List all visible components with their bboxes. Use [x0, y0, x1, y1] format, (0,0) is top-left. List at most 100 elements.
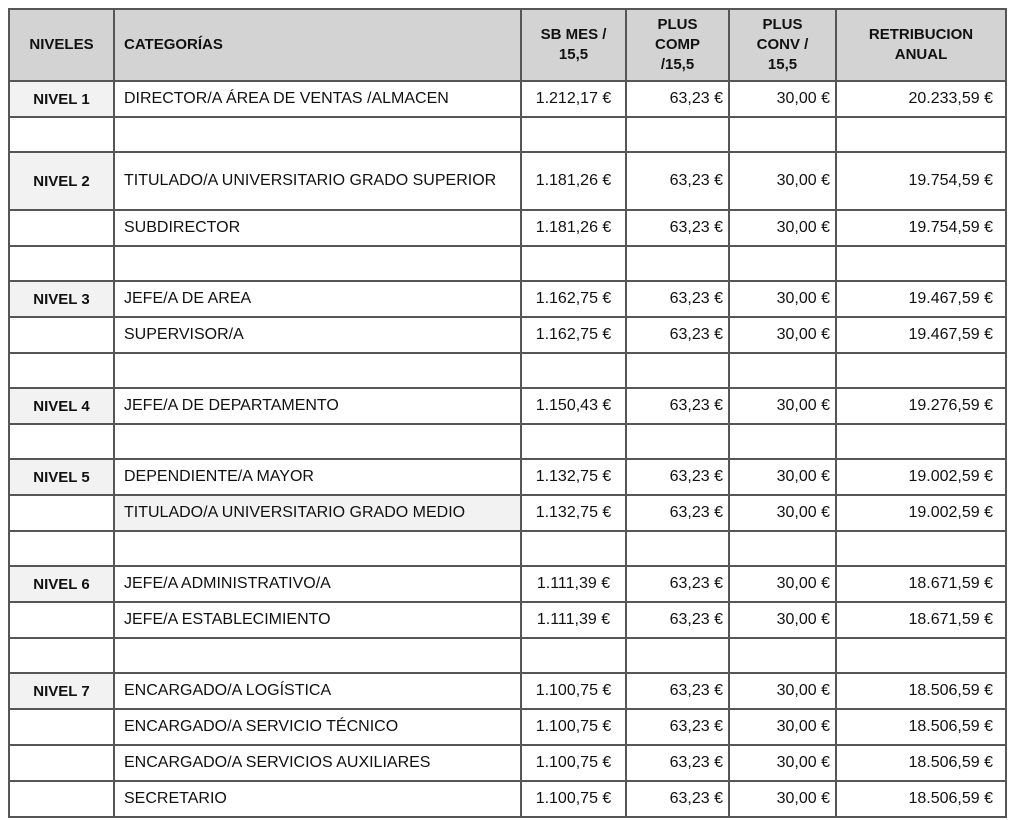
plus-comp-cell: 63,23 € [625, 744, 730, 782]
plus-conv-cell: 30,00 € [728, 316, 837, 354]
retribucion-cell: 18.671,59 € [835, 565, 1007, 603]
plus-conv-cell [728, 245, 837, 282]
spacer-row [8, 423, 1007, 460]
plus-conv-cell [728, 530, 837, 567]
level-cell [8, 116, 115, 153]
sb-mes-cell: 1.100,75 € [520, 672, 627, 710]
plus-conv-cell: 30,00 € [728, 280, 837, 318]
table-row: ENCARGADO/A SERVICIO TÉCNICO 1.100,75 €63… [8, 708, 1007, 746]
table-row: SECRETARIO 1.100,75 €63,23 €30,00 €18.506… [8, 780, 1007, 818]
plus-conv-cell [728, 352, 837, 389]
retribucion-cell: 19.002,59 € [835, 494, 1007, 532]
table-row: NIVEL 6 JEFE/A ADMINISTRATIVO/A 1.111,39 €… [8, 565, 1007, 603]
category-cell: SUBDIRECTOR [113, 209, 522, 247]
sb-mes-cell: 1.111,39 € [520, 565, 627, 603]
plus-comp-cell: 63,23 € [625, 80, 730, 118]
plus-conv-cell: 30,00 € [728, 494, 837, 532]
sb-mes-cell: 1.100,75 € [520, 708, 627, 746]
plus-comp-cell [625, 352, 730, 389]
category-cell: DIRECTOR/A ÁREA DE VENTAS /ALMACEN [113, 80, 522, 118]
header-sb-mes: SB MES / 15,5 [520, 8, 627, 82]
retribucion-cell: 19.754,59 € [835, 209, 1007, 247]
spacer-row [8, 637, 1007, 674]
plus-conv-cell: 30,00 € [728, 744, 837, 782]
level-cell [8, 316, 115, 354]
plus-comp-cell: 63,23 € [625, 280, 730, 318]
plus-comp-cell: 63,23 € [625, 458, 730, 496]
plus-conv-cell: 30,00 € [728, 151, 837, 211]
header-retribucion-anual: RETRIBUCION ANUAL [835, 8, 1007, 82]
spacer-row [8, 116, 1007, 153]
sb-mes-cell: 1.100,75 € [520, 780, 627, 818]
plus-comp-cell: 63,23 € [625, 316, 730, 354]
plus-comp-cell: 63,23 € [625, 209, 730, 247]
plus-conv-cell [728, 637, 837, 674]
sb-mes-cell: 1.132,75 € [520, 494, 627, 532]
plus-conv-cell [728, 423, 837, 460]
header-niveles: NIVELES [8, 8, 115, 82]
level-cell [8, 601, 115, 639]
sb-mes-cell: 1.111,39 € [520, 601, 627, 639]
retribucion-cell: 18.671,59 € [835, 601, 1007, 639]
plus-comp-cell: 63,23 € [625, 672, 730, 710]
table-row: SUPERVISOR/A 1.162,75 €63,23 €30,00 €19.4… [8, 316, 1007, 354]
header-plus-comp: PLUS COMP /15,5 [625, 8, 730, 82]
category-cell: JEFE/A ESTABLECIMIENTO [113, 601, 522, 639]
plus-comp-cell: 63,23 € [625, 780, 730, 818]
level-cell: NIVEL 2 [8, 151, 115, 211]
plus-comp-cell [625, 245, 730, 282]
level-cell: NIVEL 7 [8, 672, 115, 710]
category-cell [113, 116, 522, 153]
category-cell: SECRETARIO [113, 780, 522, 818]
sb-mes-cell [520, 245, 627, 282]
plus-conv-cell: 30,00 € [728, 780, 837, 818]
retribucion-cell: 19.467,59 € [835, 316, 1007, 354]
category-cell: JEFE/A ADMINISTRATIVO/A [113, 565, 522, 603]
plus-conv-cell: 30,00 € [728, 708, 837, 746]
plus-conv-cell: 30,00 € [728, 209, 837, 247]
header-row: NIVELES CATEGORÍAS SB MES / 15,5 PLUS CO… [8, 8, 1007, 82]
plus-comp-cell: 63,23 € [625, 494, 730, 532]
sb-mes-cell [520, 637, 627, 674]
table-row: ENCARGADO/A SERVICIOS AUXILIARES 1.100,75… [8, 744, 1007, 782]
salary-table-body: NIVEL 1 DIRECTOR/A ÁREA DE VENTAS /ALMACE… [8, 80, 1007, 818]
table-row: JEFE/A ESTABLECIMIENTO 1.111,39 €63,23 €3… [8, 601, 1007, 639]
category-cell: SUPERVISOR/A [113, 316, 522, 354]
sb-mes-cell: 1.162,75 € [520, 316, 627, 354]
plus-comp-cell: 63,23 € [625, 708, 730, 746]
table-row: NIVEL 1 DIRECTOR/A ÁREA DE VENTAS /ALMACE… [8, 80, 1007, 118]
category-cell: TITULADO/A UNIVERSITARIO GRADO MEDIO [113, 494, 522, 532]
retribucion-cell [835, 530, 1007, 567]
level-cell [8, 744, 115, 782]
level-cell: NIVEL 5 [8, 458, 115, 496]
level-cell [8, 780, 115, 818]
spacer-row [8, 530, 1007, 567]
retribucion-cell [835, 245, 1007, 282]
level-cell [8, 494, 115, 532]
retribucion-cell [835, 637, 1007, 674]
retribucion-cell: 18.506,59 € [835, 708, 1007, 746]
retribucion-cell: 19.754,59 € [835, 151, 1007, 211]
sb-mes-cell: 1.181,26 € [520, 209, 627, 247]
spacer-row [8, 352, 1007, 389]
header-plus-conv: PLUS CONV / 15,5 [728, 8, 837, 82]
retribucion-cell: 19.002,59 € [835, 458, 1007, 496]
table-row: NIVEL 2 TITULADO/A UNIVERSITARIO GRADO SU… [8, 151, 1007, 211]
table-header: NIVELES CATEGORÍAS SB MES / 15,5 PLUS CO… [8, 8, 1007, 82]
sb-mes-cell [520, 423, 627, 460]
plus-comp-cell [625, 116, 730, 153]
retribucion-cell [835, 423, 1007, 460]
table-row: NIVEL 5 DEPENDIENTE/A MAYOR 1.132,75 €63,2… [8, 458, 1007, 496]
table-row: NIVEL 7 ENCARGADO/A LOGÍSTICA 1.100,75 €63… [8, 672, 1007, 710]
retribucion-cell [835, 352, 1007, 389]
category-cell: TITULADO/A UNIVERSITARIO GRADO SUPERIOR [113, 151, 522, 211]
sb-mes-cell [520, 352, 627, 389]
level-cell: NIVEL 6 [8, 565, 115, 603]
level-cell: NIVEL 1 [8, 80, 115, 118]
retribucion-cell: 18.506,59 € [835, 672, 1007, 710]
table-row: NIVEL 4 JEFE/A DE DEPARTAMENTO 1.150,43 €6… [8, 387, 1007, 425]
level-cell [8, 423, 115, 460]
plus-comp-cell [625, 637, 730, 674]
retribucion-cell: 19.276,59 € [835, 387, 1007, 425]
plus-comp-cell [625, 530, 730, 567]
